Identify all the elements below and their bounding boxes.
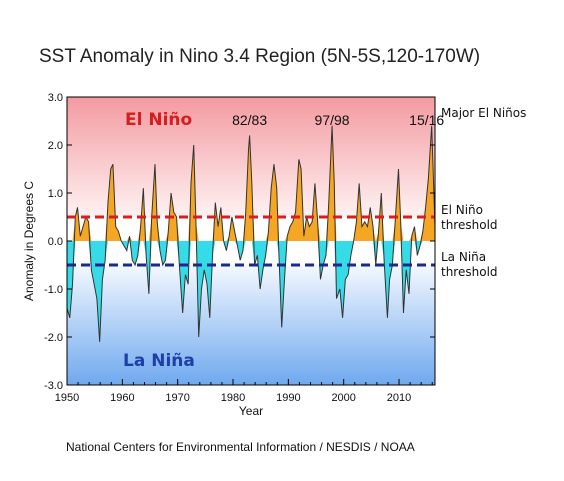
y-tick-label-2: 1.0 bbox=[48, 188, 63, 200]
y-tick-label-1: 2.0 bbox=[48, 140, 63, 152]
x-tick-label-6: 2010 bbox=[387, 392, 411, 404]
major-el-ninos-label: Major El Niños bbox=[441, 106, 526, 120]
x-axis-label: Year bbox=[239, 404, 263, 418]
y-tick-label-3: 0.0 bbox=[48, 236, 63, 248]
x-tick-label-5: 2000 bbox=[331, 392, 355, 404]
negative-anomaly-area bbox=[67, 241, 435, 342]
annotation-0: 82/83 bbox=[232, 112, 267, 128]
la-nina-threshold-label-1: La Niña bbox=[441, 250, 486, 264]
positive-anomaly-area bbox=[67, 125, 435, 241]
chart-title: SST Anomaly in Nino 3.4 Region (5N-5S,12… bbox=[39, 46, 480, 67]
y-tick-label-0: 3.0 bbox=[48, 92, 63, 104]
x-tick-label-3: 1980 bbox=[221, 392, 245, 404]
x-tick-label-4: 1990 bbox=[276, 392, 300, 404]
major-event-annotations: 82/83 97/98 15/16 bbox=[232, 112, 444, 128]
la-nina-threshold-label-2: threshold bbox=[441, 265, 498, 279]
la-nina-background bbox=[67, 265, 435, 385]
source-credit: National Centers for Environmental Infor… bbox=[66, 440, 415, 454]
y-axis-label: Anomaly in Degrees C bbox=[22, 181, 36, 301]
el-nino-threshold-label-2: threshold bbox=[441, 218, 498, 232]
x-axis: 1950 1960 1970 1980 1990 2000 2010 bbox=[55, 379, 433, 404]
x-tick-label-1: 1960 bbox=[110, 392, 134, 404]
y-tick-label-5: -2.0 bbox=[44, 332, 63, 344]
la-nina-region-label: La Niña bbox=[123, 351, 195, 371]
el-nino-region-label: El Niño bbox=[125, 110, 192, 130]
annotation-2: 15/16 bbox=[409, 112, 444, 128]
annotation-1: 97/98 bbox=[315, 112, 350, 128]
x-tick-label-0: 1950 bbox=[55, 392, 79, 404]
el-nino-threshold-label-1: El Niño bbox=[441, 203, 483, 217]
y-tick-label-4: -1.0 bbox=[44, 284, 63, 296]
y-tick-label-6: -3.0 bbox=[44, 380, 63, 392]
x-tick-label-2: 1970 bbox=[165, 392, 189, 404]
y-axis: 3.0 2.0 1.0 0.0 -1.0 -2.0 -3.0 bbox=[44, 92, 435, 392]
series-line bbox=[67, 125, 435, 342]
